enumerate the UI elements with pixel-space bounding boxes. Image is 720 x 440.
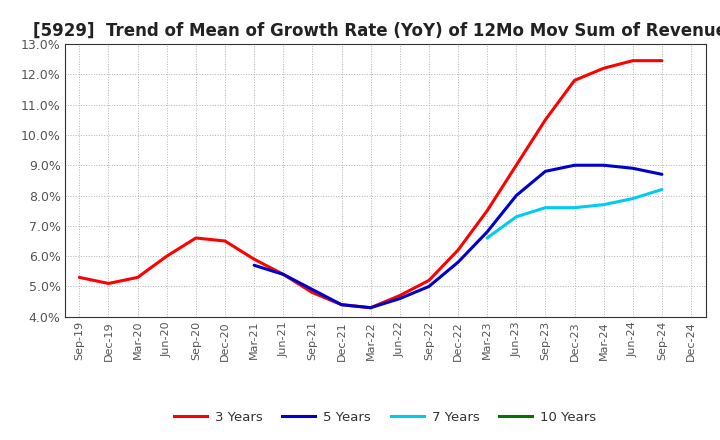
3 Years <box>599 66 608 71</box>
5 Years <box>250 263 258 268</box>
3 Years <box>337 302 346 307</box>
3 Years <box>629 58 637 63</box>
3 Years <box>133 275 142 280</box>
7 Years <box>541 205 550 210</box>
7 Years <box>512 214 521 220</box>
5 Years <box>337 302 346 307</box>
7 Years <box>570 205 579 210</box>
5 Years <box>512 193 521 198</box>
5 Years <box>279 272 287 277</box>
5 Years <box>629 165 637 171</box>
Title: [5929]  Trend of Mean of Growth Rate (YoY) of 12Mo Mov Sum of Revenues: [5929] Trend of Mean of Growth Rate (YoY… <box>33 22 720 40</box>
5 Years <box>599 163 608 168</box>
Legend: 3 Years, 5 Years, 7 Years, 10 Years: 3 Years, 5 Years, 7 Years, 10 Years <box>168 405 602 429</box>
5 Years <box>570 163 579 168</box>
3 Years <box>279 272 287 277</box>
3 Years <box>366 305 375 310</box>
3 Years <box>308 290 317 295</box>
3 Years <box>483 208 492 213</box>
3 Years <box>75 275 84 280</box>
5 Years <box>483 229 492 235</box>
Line: 3 Years: 3 Years <box>79 61 662 308</box>
3 Years <box>250 257 258 262</box>
3 Years <box>104 281 113 286</box>
Line: 5 Years: 5 Years <box>254 165 662 308</box>
5 Years <box>395 296 404 301</box>
5 Years <box>366 305 375 310</box>
3 Years <box>220 238 229 244</box>
5 Years <box>541 169 550 174</box>
5 Years <box>454 260 462 265</box>
7 Years <box>483 235 492 241</box>
3 Years <box>454 247 462 253</box>
3 Years <box>570 78 579 83</box>
5 Years <box>308 287 317 292</box>
3 Years <box>512 163 521 168</box>
7 Years <box>599 202 608 207</box>
3 Years <box>541 117 550 122</box>
5 Years <box>425 284 433 289</box>
3 Years <box>657 58 666 63</box>
3 Years <box>163 253 171 259</box>
3 Years <box>425 278 433 283</box>
7 Years <box>629 196 637 201</box>
Line: 7 Years: 7 Years <box>487 190 662 238</box>
3 Years <box>395 293 404 298</box>
7 Years <box>657 187 666 192</box>
3 Years <box>192 235 200 241</box>
5 Years <box>657 172 666 177</box>
